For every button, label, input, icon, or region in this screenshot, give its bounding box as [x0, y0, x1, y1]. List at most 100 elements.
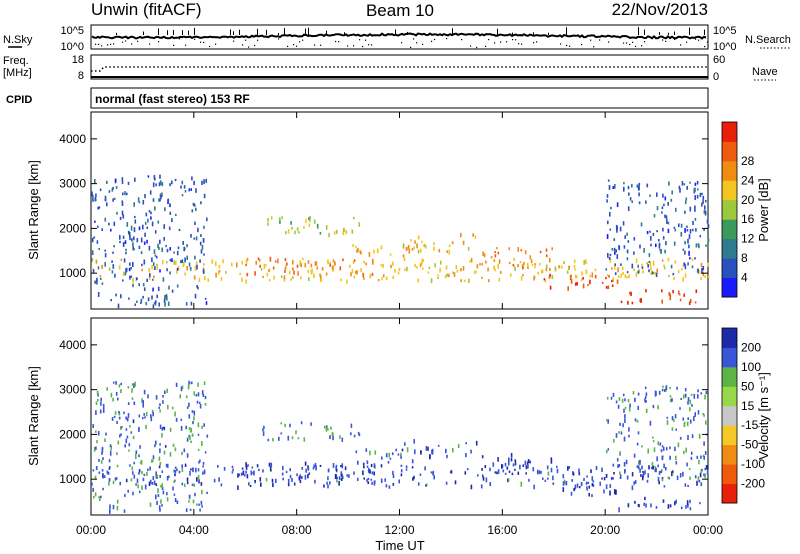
echo-cell	[310, 270, 313, 275]
echo-cell	[666, 420, 669, 425]
echo-cell	[191, 433, 194, 437]
echo-cell	[591, 272, 594, 278]
echo-cell	[606, 234, 609, 239]
echo-cell	[101, 446, 104, 450]
echo-cell	[251, 466, 254, 469]
echo-cell	[132, 435, 135, 440]
echo-cell	[173, 251, 175, 254]
echo-cell	[296, 227, 299, 231]
echo-cell	[404, 442, 406, 446]
echo-cell	[141, 398, 143, 403]
echo-cell	[128, 297, 130, 300]
echo-cell	[127, 181, 130, 185]
station-title: Unwin (fitACF)	[91, 0, 202, 19]
echo-cell	[278, 436, 280, 441]
echo-cell	[392, 275, 395, 280]
echo-cell	[183, 246, 185, 252]
echo-cell	[698, 459, 700, 465]
echo-cell	[217, 271, 220, 275]
echo-cell	[199, 459, 201, 463]
echo-cell	[658, 244, 661, 249]
echo-cell	[231, 465, 234, 469]
echo-cell	[130, 225, 133, 231]
echo-cell	[143, 389, 146, 395]
echo-cell	[196, 503, 198, 506]
echo-cell	[488, 279, 490, 283]
echo-cell	[665, 447, 668, 451]
nsearch-point	[248, 46, 250, 48]
power-data-cells	[91, 174, 710, 310]
echo-cell	[166, 248, 169, 253]
echo-cell	[605, 286, 608, 289]
nsearch-point	[293, 44, 295, 46]
echo-cell	[626, 249, 629, 254]
echo-cell	[125, 416, 127, 420]
echo-cell	[437, 444, 440, 447]
echo-cell	[687, 484, 689, 487]
noise-tick-low-left: 10^0	[60, 41, 84, 53]
echo-cell	[576, 483, 579, 488]
echo-cell	[115, 477, 118, 480]
echo-cell	[330, 426, 332, 430]
echo-cell	[125, 478, 128, 483]
colorbar-segment	[722, 180, 737, 201]
echo-cell	[510, 273, 512, 277]
echo-cell	[586, 475, 588, 478]
echo-cell	[145, 424, 147, 430]
echo-cell	[116, 211, 118, 215]
echo-cell	[614, 184, 616, 189]
echo-cell	[123, 271, 125, 277]
echo-cell	[654, 271, 657, 275]
echo-cell	[101, 228, 103, 231]
echo-cell	[147, 218, 149, 223]
echo-cell	[702, 195, 705, 201]
echo-cell	[613, 238, 616, 241]
echo-cell	[652, 466, 654, 470]
echo-cell	[410, 239, 412, 242]
echo-cell	[133, 401, 136, 405]
echo-cell	[704, 451, 707, 455]
echo-cell	[677, 442, 680, 448]
echo-cell	[160, 485, 162, 488]
echo-cell	[700, 455, 702, 459]
echo-cell	[136, 300, 138, 303]
echo-cell	[502, 469, 505, 473]
echo-cell	[139, 461, 142, 464]
echo-cell	[202, 393, 205, 397]
echo-cell	[641, 266, 644, 269]
nsearch-point	[644, 41, 646, 43]
echo-cell	[467, 468, 469, 471]
echo-cell	[452, 447, 454, 453]
echo-cell	[296, 473, 298, 477]
echo-cell	[93, 447, 96, 452]
echo-cell	[242, 470, 245, 476]
echo-cell	[120, 426, 122, 430]
echo-cell	[504, 472, 507, 475]
echo-cell	[241, 260, 243, 265]
echo-cell	[340, 278, 342, 282]
echo-cell	[327, 484, 329, 489]
echo-cell	[121, 200, 124, 204]
echo-cell	[109, 509, 111, 514]
echo-cell	[414, 449, 416, 455]
echo-cell	[400, 464, 403, 467]
echo-cell	[198, 277, 201, 283]
echo-cell	[705, 244, 707, 247]
echo-cell	[647, 448, 649, 454]
echo-cell	[117, 440, 120, 445]
echo-cell	[586, 488, 588, 491]
echo-cell	[525, 472, 527, 475]
echo-cell	[618, 397, 621, 401]
echo-cell	[181, 451, 183, 456]
echo-cell	[421, 258, 424, 263]
echo-cell	[352, 261, 355, 265]
echo-cell	[112, 186, 114, 190]
noise-tick-low-right: 10^0	[713, 41, 737, 53]
echo-cell	[103, 475, 106, 478]
echo-cell	[686, 225, 688, 228]
echo-cell	[634, 397, 636, 402]
echo-cell	[138, 472, 140, 475]
echo-cell	[171, 406, 174, 410]
echo-cell	[583, 477, 585, 481]
echo-cell	[198, 461, 200, 464]
